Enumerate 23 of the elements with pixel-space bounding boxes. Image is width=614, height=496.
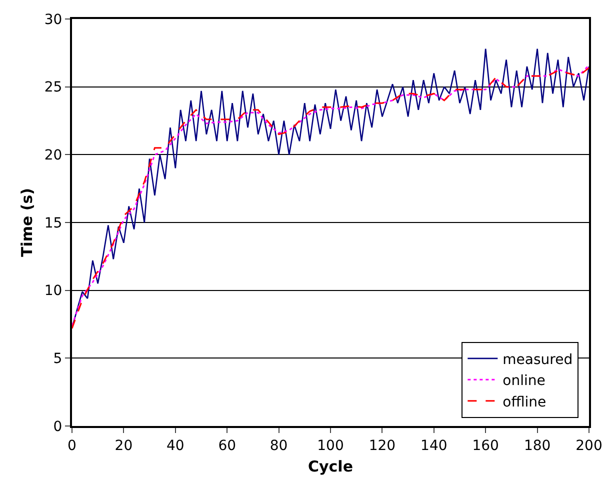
x-tick-label: 40 [166, 438, 184, 454]
x-tick-label: 80 [270, 438, 288, 454]
x-tick-label: 60 [218, 438, 236, 454]
x-tick-label: 200 [576, 438, 602, 454]
y-tick-label: 10 [44, 283, 62, 300]
y-tick-label: 20 [44, 148, 62, 164]
x-tick-label: 160 [472, 438, 499, 454]
x-tick-label: 0 [68, 438, 76, 454]
y-tick-label: 25 [44, 80, 62, 96]
legend-label: measured [502, 352, 573, 368]
x-axis-title: Cycle [308, 457, 353, 476]
x-tick-label: 180 [524, 438, 551, 454]
x-tick-label: 140 [420, 438, 448, 454]
x-tick-label: 100 [317, 438, 344, 454]
legend-label: offline [502, 394, 546, 410]
y-tick-label: 15 [44, 215, 62, 232]
x-tick-label: 120 [368, 438, 396, 454]
x-tick-label: 20 [114, 438, 133, 454]
y-tick-label: 0 [53, 418, 62, 435]
legend-label: online [502, 373, 546, 390]
y-axis-title: Time (s) [18, 188, 36, 258]
y-tick-label: 5 [53, 351, 62, 368]
y-tick-label: 30 [44, 12, 62, 28]
